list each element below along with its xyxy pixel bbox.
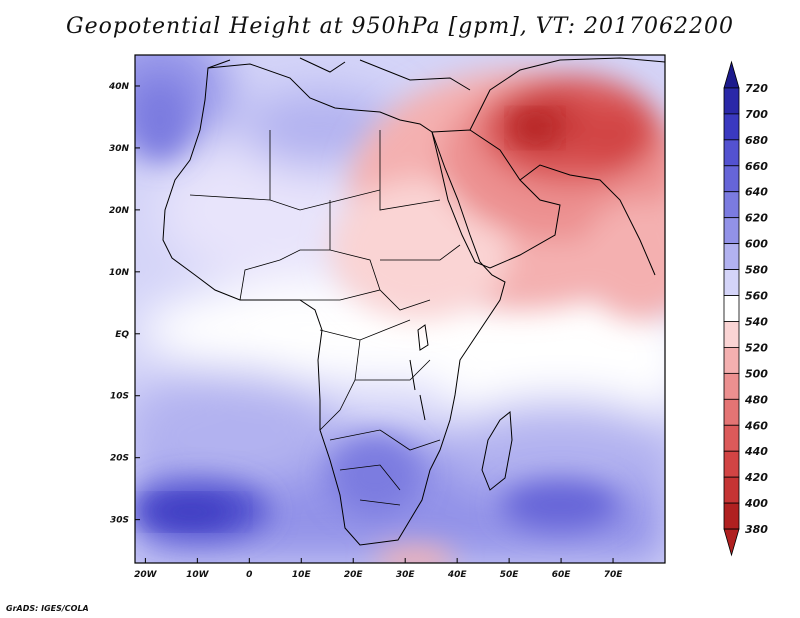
colorbar-swatch — [723, 217, 740, 245]
lat-label: 20N — [109, 206, 130, 216]
colorbar-label: 580 — [745, 264, 768, 277]
colorbar-label: 720 — [745, 82, 768, 95]
lat-label: 20S — [110, 454, 129, 464]
lon-label: 0 — [246, 570, 252, 580]
lat-label: EQ — [115, 330, 129, 340]
colorbar-swatch — [723, 191, 740, 219]
lat-label: 40N — [108, 82, 130, 92]
lat-label: 30N — [109, 144, 130, 154]
asia-coast — [469, 57, 665, 276]
colorbar-swatch — [723, 139, 740, 167]
madagascar — [481, 411, 513, 491]
colorbar-label: 560 — [745, 290, 768, 303]
colorbar-label: 660 — [745, 160, 768, 173]
colorbar-swatch — [723, 269, 740, 296]
colorbar-label: 420 — [744, 471, 768, 484]
colorbar-swatch — [723, 165, 740, 193]
map-title: Geopotential Height at 950hPa [gpm], VT:… — [66, 14, 734, 39]
colorbar-top-arrow — [723, 60, 740, 89]
lat-label: 10S — [110, 392, 129, 402]
colorbar-label: 640 — [745, 186, 768, 199]
lon-label: 30E — [396, 570, 416, 580]
colorbar-label: 500 — [745, 367, 768, 380]
lon-label: 20E — [344, 570, 364, 580]
mediterranean-north — [207, 57, 471, 91]
lat-label: 30S — [110, 516, 129, 526]
africa-coastline — [162, 63, 506, 546]
colorbar-label: 460 — [744, 419, 768, 432]
colorbar-label: 680 — [745, 134, 768, 147]
colorbar-label: 620 — [745, 212, 768, 225]
arabian-peninsula — [431, 129, 561, 269]
colorbar-label: 700 — [745, 108, 768, 121]
software-credit: GrADS: IGES/COLA — [6, 604, 89, 613]
colorbar-swatch — [723, 295, 740, 322]
colorbar-swatch — [723, 372, 740, 400]
colorbar: 720 700 680 660 640 620 600 580 560 540 520 500 480 4… — [723, 60, 768, 557]
colorbar-label: 600 — [745, 238, 768, 251]
colorbar-swatch — [723, 347, 740, 374]
colorbar-swatch — [723, 476, 740, 504]
african-borders — [189, 130, 461, 506]
lon-label: 10E — [292, 570, 312, 580]
colorbar-label: 480 — [744, 393, 768, 406]
colorbar-label: 540 — [745, 315, 768, 328]
lon-label: 40E — [447, 570, 468, 580]
colorbar-swatch — [723, 398, 740, 426]
colorbar-swatch — [723, 321, 740, 348]
colorbar-swatch — [723, 87, 740, 115]
colorbar-label: 520 — [745, 341, 768, 354]
lon-label: 70E — [604, 570, 624, 580]
colorbar-swatch — [723, 450, 740, 478]
colorbar-label: 400 — [744, 497, 768, 510]
lon-label: 10W — [186, 570, 210, 580]
colorbar-swatch — [723, 243, 740, 270]
colorbar-swatch — [723, 113, 740, 141]
colorbar-bottom-arrow — [723, 528, 740, 557]
lon-label: 60E — [552, 570, 572, 580]
lat-label: 10N — [109, 268, 130, 278]
height-field — [135, 55, 665, 563]
lakes — [409, 324, 429, 421]
colorbar-swatch — [723, 502, 740, 530]
plot-frame — [134, 54, 666, 564]
colorbar-label: 440 — [744, 445, 768, 458]
lon-label: 20W — [134, 570, 158, 580]
coastlines — [162, 57, 665, 546]
colorbar-swatch — [723, 424, 740, 452]
lon-label: 50E — [500, 570, 520, 580]
colorbar-label: 380 — [745, 523, 768, 536]
